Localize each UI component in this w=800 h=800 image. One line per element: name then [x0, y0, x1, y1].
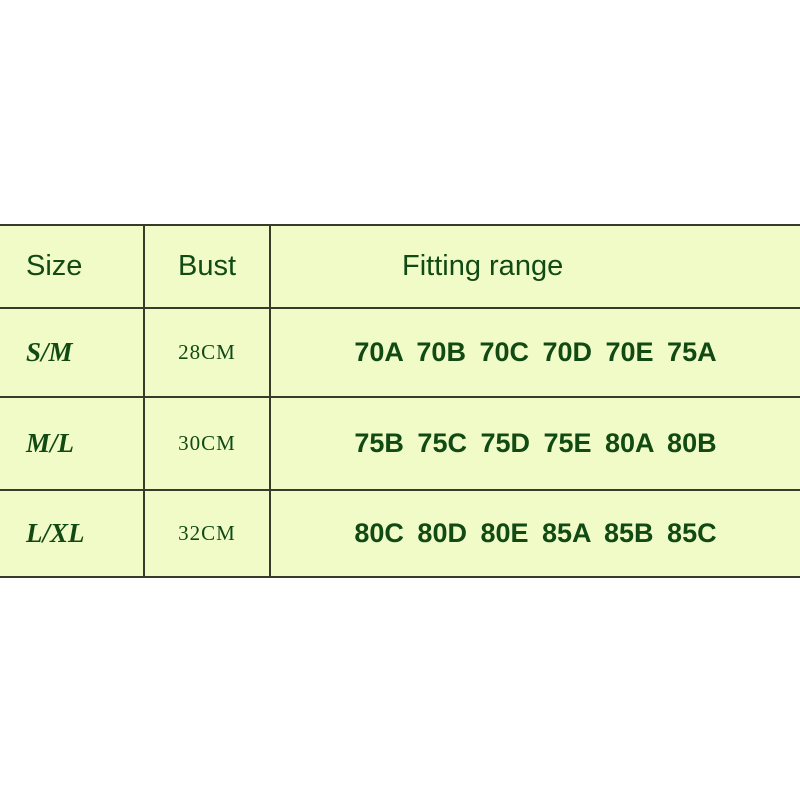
fitting-cell: 80C 80D 80E 85A 85B 85C [354, 518, 717, 548]
header-row: Size Bust Fitting range [0, 226, 800, 309]
header-fitting-range: Fitting range [402, 250, 564, 282]
size-cell: L/XL [0, 491, 145, 576]
bust-cell: 28CM [145, 309, 271, 396]
table-row: L/XL 32CM 80C 80D 80E 85A 85B 85C [0, 491, 800, 576]
header-bust: Bust [145, 226, 271, 307]
header-size: Size [0, 226, 145, 307]
bust-cell: 32CM [145, 491, 271, 576]
size-chart-table: Size Bust Fitting range S/M 28CM 70A 70B… [0, 224, 800, 578]
fitting-cell: 75B 75C 75D 75E 80A 80B [354, 428, 717, 458]
size-cell: M/L [0, 398, 145, 489]
table-row: S/M 28CM 70A 70B 70C 70D 70E 75A [0, 309, 800, 398]
bust-cell: 30CM [145, 398, 271, 489]
fitting-cell: 70A 70B 70C 70D 70E 75A [354, 337, 717, 367]
table-row: M/L 30CM 75B 75C 75D 75E 80A 80B [0, 398, 800, 491]
size-cell: S/M [0, 309, 145, 396]
